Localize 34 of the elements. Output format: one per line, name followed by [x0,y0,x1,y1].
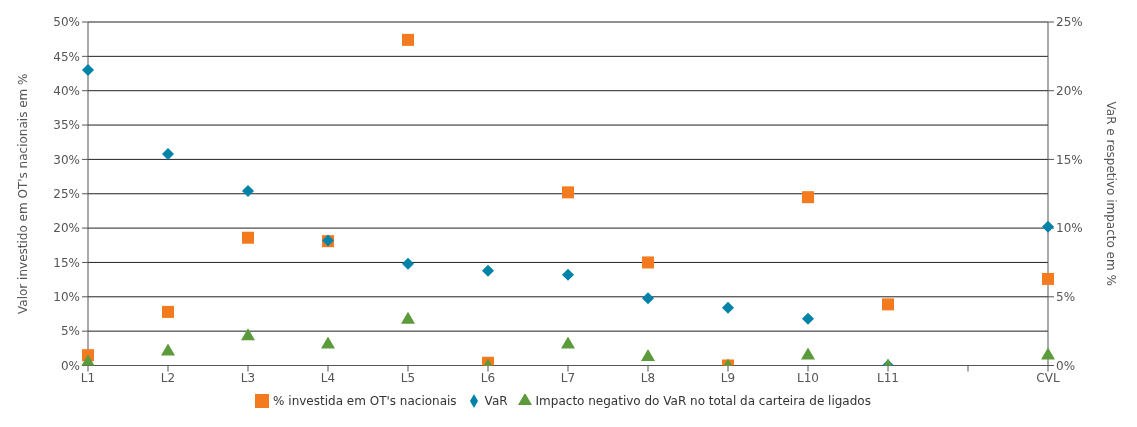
y2-tick-label: 15% [1056,152,1083,167]
x-tick-label: L1 [80,371,96,386]
y2-tick-label: 0% [1056,358,1076,373]
y2-tick-label: 20% [1056,83,1083,98]
y-tick-label: 10% [53,290,80,305]
x-tick-label: L3 [240,371,256,386]
x-tick-label: L4 [320,371,336,386]
x-tick-label: L2 [160,371,176,386]
legend-label: VaR [484,393,508,408]
x-tick-label: L5 [400,371,416,386]
x-tick-label: CVL [1036,371,1060,386]
y-tick-label: 35% [53,118,80,133]
y-tick-label: 40% [53,83,80,98]
y2-tick-label: 10% [1056,221,1083,236]
x-tick-label: L7 [560,371,576,386]
x-tick-label: L10 [797,371,819,386]
legend-label: Impacto negativo do VaR no total da carteira de ligados [535,393,871,408]
y2-tick-label: 5% [1056,290,1076,305]
y-tick-label: 25% [53,187,80,202]
y2-tick-label: 25% [1056,15,1083,30]
legend-label: % investida em OT's nacionais [273,393,457,408]
y-axis-title: Valor investido em OT's nacionais em % [16,73,31,314]
y2-axis-title: VaR e respetivo impacto em % [1103,101,1118,286]
y-tick-label: 45% [53,49,80,64]
x-tick-label: L8 [640,371,656,386]
y-tick-label: 20% [53,221,80,236]
y-tick-label: 5% [60,324,80,339]
y-tick-label: 15% [53,255,80,270]
x-tick-label: L9 [720,371,736,386]
y-tick-label: 0% [60,358,80,373]
x-tick-label: L11 [877,371,899,386]
y-tick-label: 50% [53,15,80,30]
y-tick-label: 30% [53,152,80,167]
x-tick-label: L6 [480,371,496,386]
